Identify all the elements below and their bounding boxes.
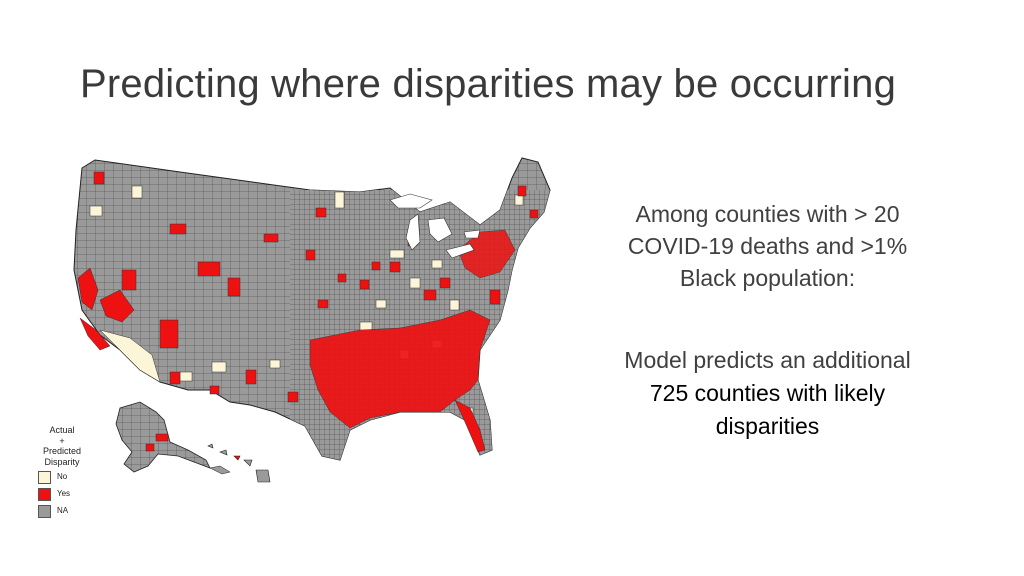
legend-swatch-yes xyxy=(38,488,51,501)
great-lakes xyxy=(389,193,481,259)
legend-title-line: Predicted xyxy=(42,446,82,456)
prediction-highlight: disparities xyxy=(715,413,820,439)
yes-disparity-regions xyxy=(77,171,539,453)
criteria-text: Among counties with > 20 COVID-19 deaths… xyxy=(580,198,955,294)
legend-title-line: + xyxy=(59,435,65,446)
legend-item-no: No xyxy=(38,471,86,484)
legend-label: Yes xyxy=(57,489,71,499)
criteria-line: Among counties with > 20 xyxy=(635,201,900,227)
slide-title: Predicting where disparities may be occu… xyxy=(80,62,897,106)
legend-title-line: Actual xyxy=(49,425,75,435)
prediction-highlight: 725 counties with likely xyxy=(649,380,886,406)
map-svg xyxy=(73,157,551,483)
criteria-line: Black population: xyxy=(679,265,856,291)
legend-swatch-no xyxy=(38,471,51,484)
legend-swatch-na xyxy=(38,505,51,518)
us-county-map xyxy=(60,150,570,530)
legend-item-yes: Yes xyxy=(38,488,86,501)
hawaii xyxy=(207,443,271,483)
alaska xyxy=(115,401,231,475)
legend-label: NA xyxy=(57,506,69,516)
legend-title: Actual + Predicted Disparity xyxy=(38,425,86,467)
criteria-line: COVID-19 deaths and >1% xyxy=(627,233,908,259)
prediction-intro: Model predicts an additional xyxy=(624,347,911,373)
prediction-text: Model predicts an additional 725 countie… xyxy=(580,344,955,443)
legend-title-line: Disparity xyxy=(44,456,80,467)
map-legend: Actual + Predicted Disparity No Yes NA xyxy=(38,425,86,518)
legend-item-na: NA xyxy=(38,505,86,518)
legend-label: No xyxy=(57,472,68,482)
